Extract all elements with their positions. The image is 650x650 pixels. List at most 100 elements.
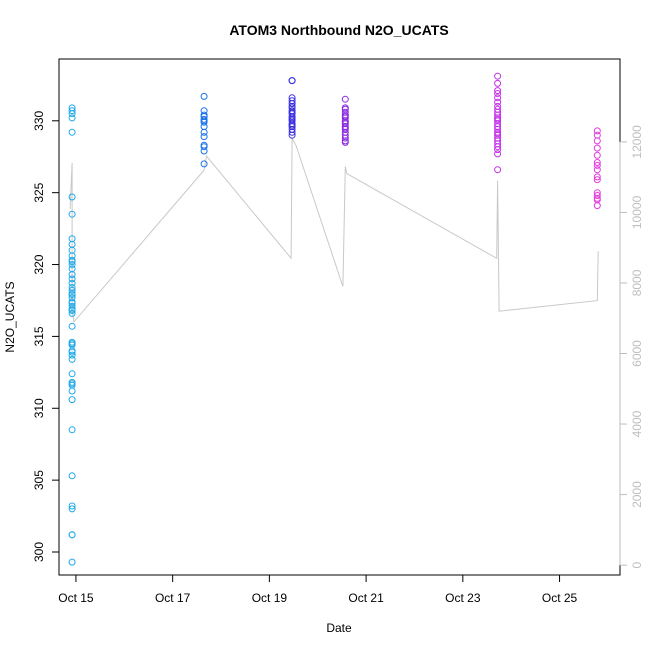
data-point (494, 87, 502, 95)
x-tick-label: Oct 21 (348, 591, 384, 605)
data-point (68, 531, 76, 539)
right-axis: 0 2000 4000 6000 8000 10000 12000 (619, 125, 644, 568)
data-point (593, 173, 601, 181)
data-point (494, 143, 502, 151)
data-point (494, 90, 502, 97)
data-point (288, 100, 296, 108)
data-point (494, 94, 502, 102)
data-point (68, 291, 76, 299)
data-point (200, 143, 208, 151)
data-point (68, 128, 76, 136)
data-point (68, 261, 76, 268)
data-point (68, 309, 76, 317)
right-tick-label: 6000 (630, 340, 644, 367)
y-tick-label: 330 (32, 110, 46, 130)
data-point (494, 130, 502, 138)
data-point (593, 176, 601, 184)
x-tick-label: Oct 25 (542, 591, 578, 605)
x-tick-label: Oct 23 (445, 591, 481, 605)
data-point (68, 322, 76, 330)
data-point (341, 95, 349, 103)
right-tick-label: 0 (630, 561, 644, 568)
data-point (68, 210, 76, 218)
data-point (200, 128, 208, 136)
data-point (68, 351, 76, 359)
y-tick-label: 315 (32, 326, 46, 346)
data-point (593, 159, 601, 166)
data-point (68, 110, 76, 118)
right-tick-label: 10000 (630, 195, 644, 229)
data-point (68, 558, 76, 566)
data-point (68, 387, 76, 395)
data-point (68, 114, 76, 122)
data-point (593, 151, 601, 159)
data-point (494, 98, 502, 106)
y-tick-label: 320 (32, 254, 46, 274)
data-point (68, 426, 76, 434)
data-point (68, 107, 76, 115)
data-point (288, 128, 296, 136)
data-point (68, 286, 76, 294)
data-point (494, 72, 502, 80)
data-point (288, 114, 296, 122)
data-point (68, 193, 76, 201)
x-axis: Oct 15 Oct 17 Oct 19 Oct 21 Oct 23 Oct 25 (58, 574, 578, 605)
y-tick-label: 305 (32, 470, 46, 490)
altitude-layer (69, 136, 599, 323)
data-point (593, 166, 601, 174)
data-point (68, 271, 76, 279)
data-point (593, 144, 601, 152)
y-axis-label: N2O_UCATS (3, 281, 17, 352)
data-point (593, 192, 601, 199)
data-point (200, 123, 208, 131)
right-tick-label: 12000 (630, 125, 644, 159)
data-point (68, 380, 76, 388)
data-point (341, 124, 349, 132)
data-point (494, 166, 502, 174)
data-point (68, 275, 76, 283)
data-point (68, 472, 76, 480)
x-tick-label: Oct 19 (252, 591, 288, 605)
plot-box (58, 58, 621, 576)
data-point (593, 131, 601, 139)
data-point (341, 104, 349, 112)
data-point (200, 147, 208, 155)
data-point (341, 134, 349, 142)
right-tick-label: 4000 (630, 410, 644, 437)
data-point (593, 137, 601, 145)
data-point (494, 115, 502, 123)
data-point (68, 370, 76, 378)
data-point (494, 79, 502, 87)
data-point (288, 77, 296, 85)
right-tick-label: 2000 (630, 481, 644, 508)
y-tick-label: 325 (32, 182, 46, 202)
data-point (68, 505, 76, 513)
y-tick-label: 300 (32, 542, 46, 562)
data-point (494, 146, 502, 154)
data-point (68, 340, 76, 348)
data-point (68, 258, 76, 266)
data-point (341, 138, 349, 146)
data-point (288, 121, 296, 129)
data-point (593, 202, 601, 210)
data-point (200, 160, 208, 168)
y-axis: 300 305 310 315 320 325 330 (32, 110, 60, 562)
data-point (200, 118, 208, 126)
data-point (68, 348, 76, 356)
x-axis-label: Date (326, 621, 352, 635)
points-layer (68, 72, 601, 566)
data-point (68, 396, 76, 404)
data-point (200, 111, 208, 119)
data-point (593, 161, 601, 169)
data-point (494, 150, 502, 158)
data-point (68, 502, 76, 510)
x-tick-label: Oct 17 (155, 591, 191, 605)
data-point (288, 131, 296, 139)
y-tick-label: 310 (32, 398, 46, 418)
data-point (68, 305, 76, 313)
data-point (68, 302, 76, 310)
data-point (593, 127, 601, 135)
data-point (200, 92, 208, 100)
altitude-line (69, 136, 599, 323)
